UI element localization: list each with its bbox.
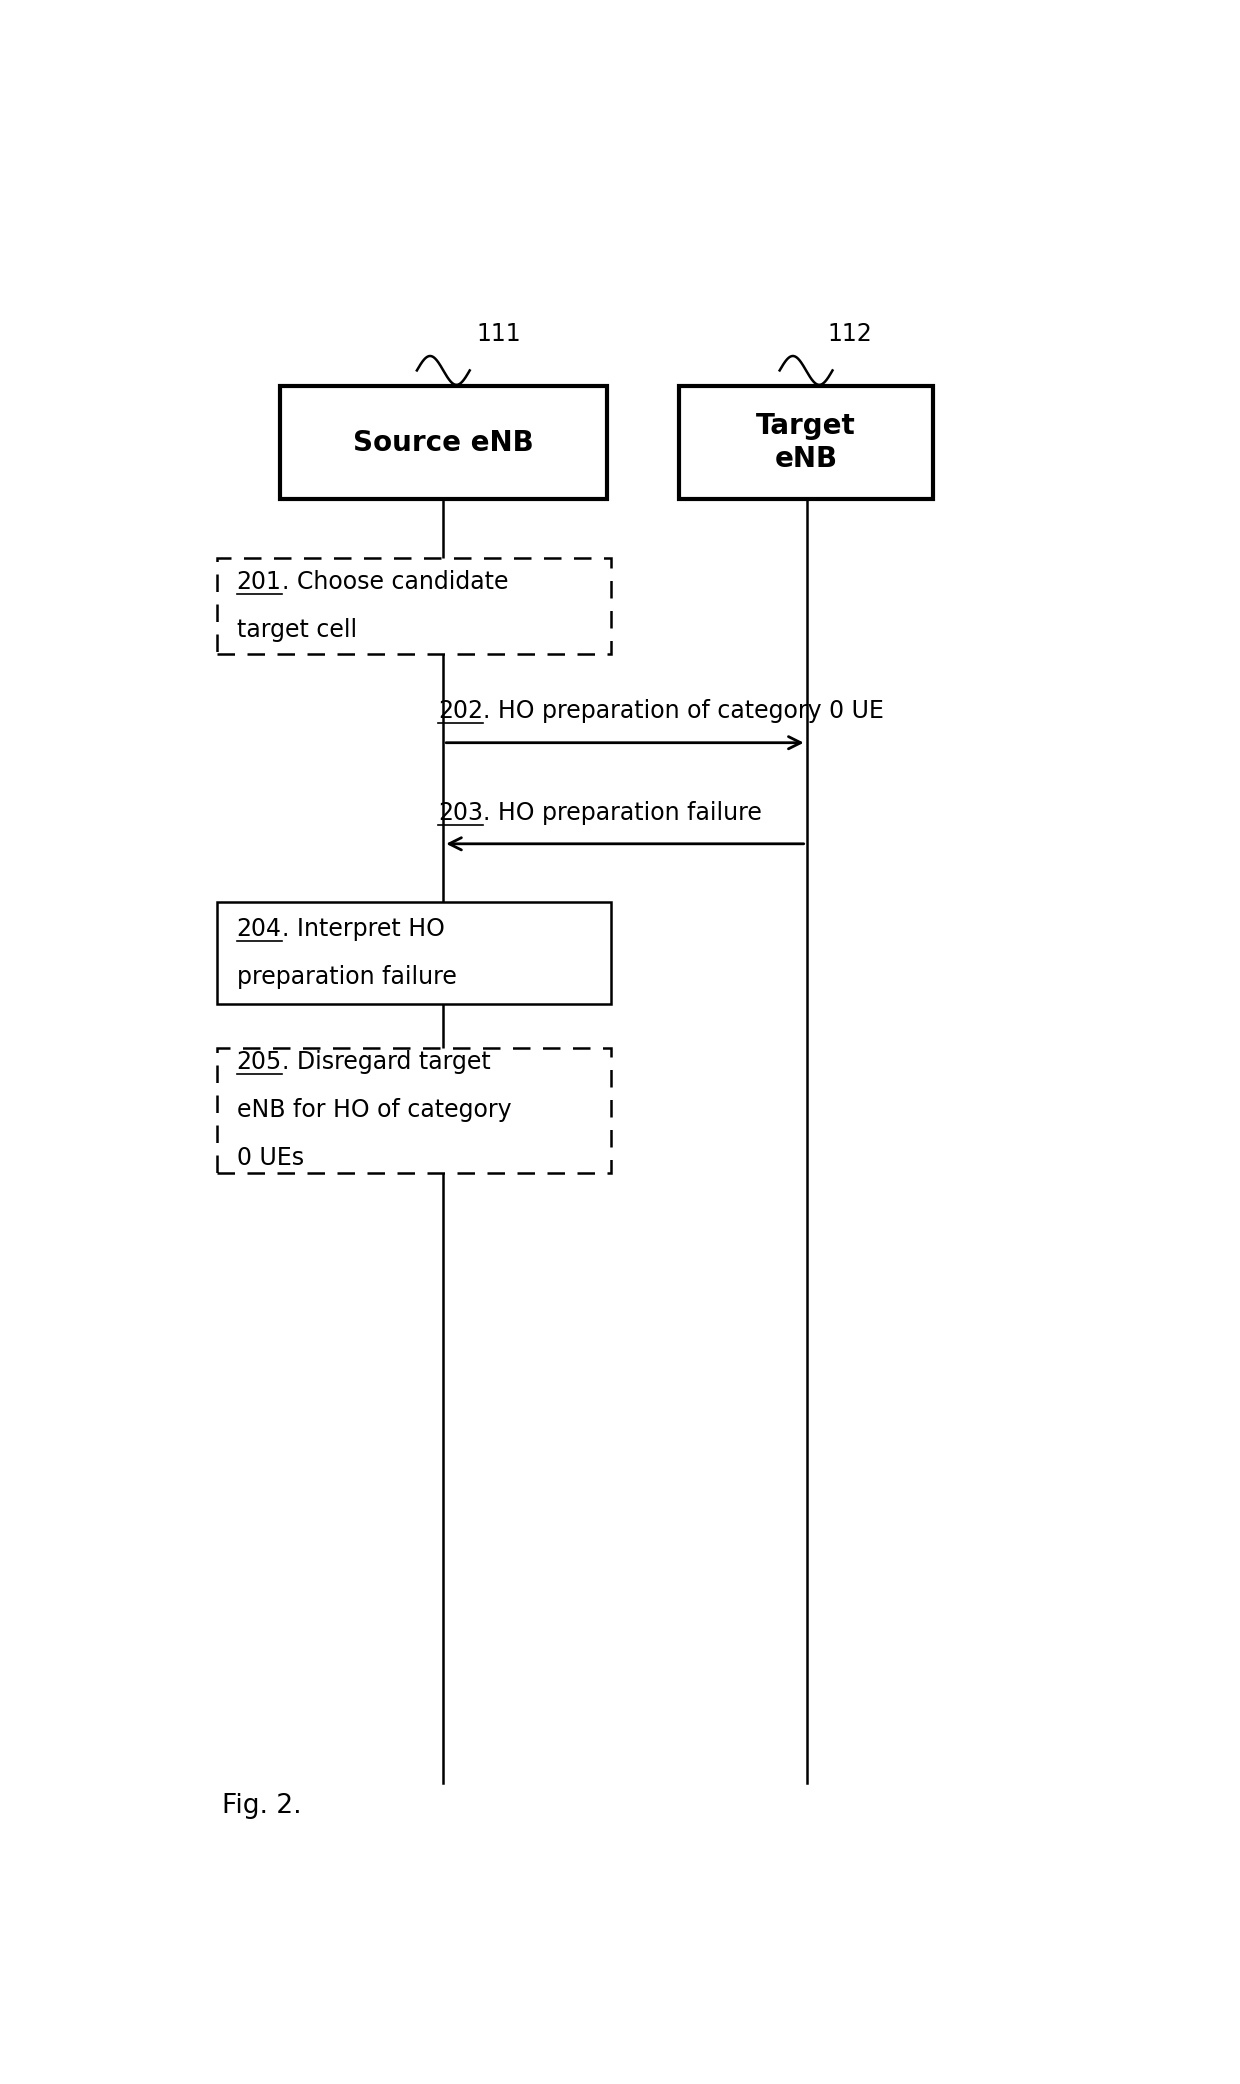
Text: . Disregard target: . Disregard target: [281, 1050, 491, 1073]
Text: Fig. 2.: Fig. 2.: [222, 1794, 301, 1819]
FancyBboxPatch shape: [280, 386, 606, 498]
Text: 202: 202: [439, 700, 484, 723]
Text: . HO preparation failure: . HO preparation failure: [484, 800, 763, 825]
Text: 203: 203: [439, 800, 484, 825]
Text: eNB for HO of category: eNB for HO of category: [237, 1098, 511, 1121]
Text: preparation failure: preparation failure: [237, 965, 456, 990]
Text: . HO preparation of category 0 UE: . HO preparation of category 0 UE: [484, 700, 884, 723]
Text: Target
eNB: Target eNB: [756, 413, 856, 473]
Text: . Interpret HO: . Interpret HO: [281, 917, 445, 940]
Text: 0 UEs: 0 UEs: [237, 1146, 304, 1171]
FancyBboxPatch shape: [217, 559, 611, 654]
Text: 111: 111: [477, 323, 522, 346]
FancyBboxPatch shape: [217, 902, 611, 1004]
Text: 112: 112: [828, 323, 873, 346]
Text: Source eNB: Source eNB: [353, 429, 533, 456]
Text: 201: 201: [237, 571, 281, 594]
Text: target cell: target cell: [237, 619, 357, 642]
FancyBboxPatch shape: [217, 1048, 611, 1173]
Text: . Choose candidate: . Choose candidate: [281, 571, 508, 594]
Text: 204: 204: [237, 917, 281, 940]
FancyBboxPatch shape: [678, 386, 934, 498]
Text: 205: 205: [237, 1050, 281, 1073]
